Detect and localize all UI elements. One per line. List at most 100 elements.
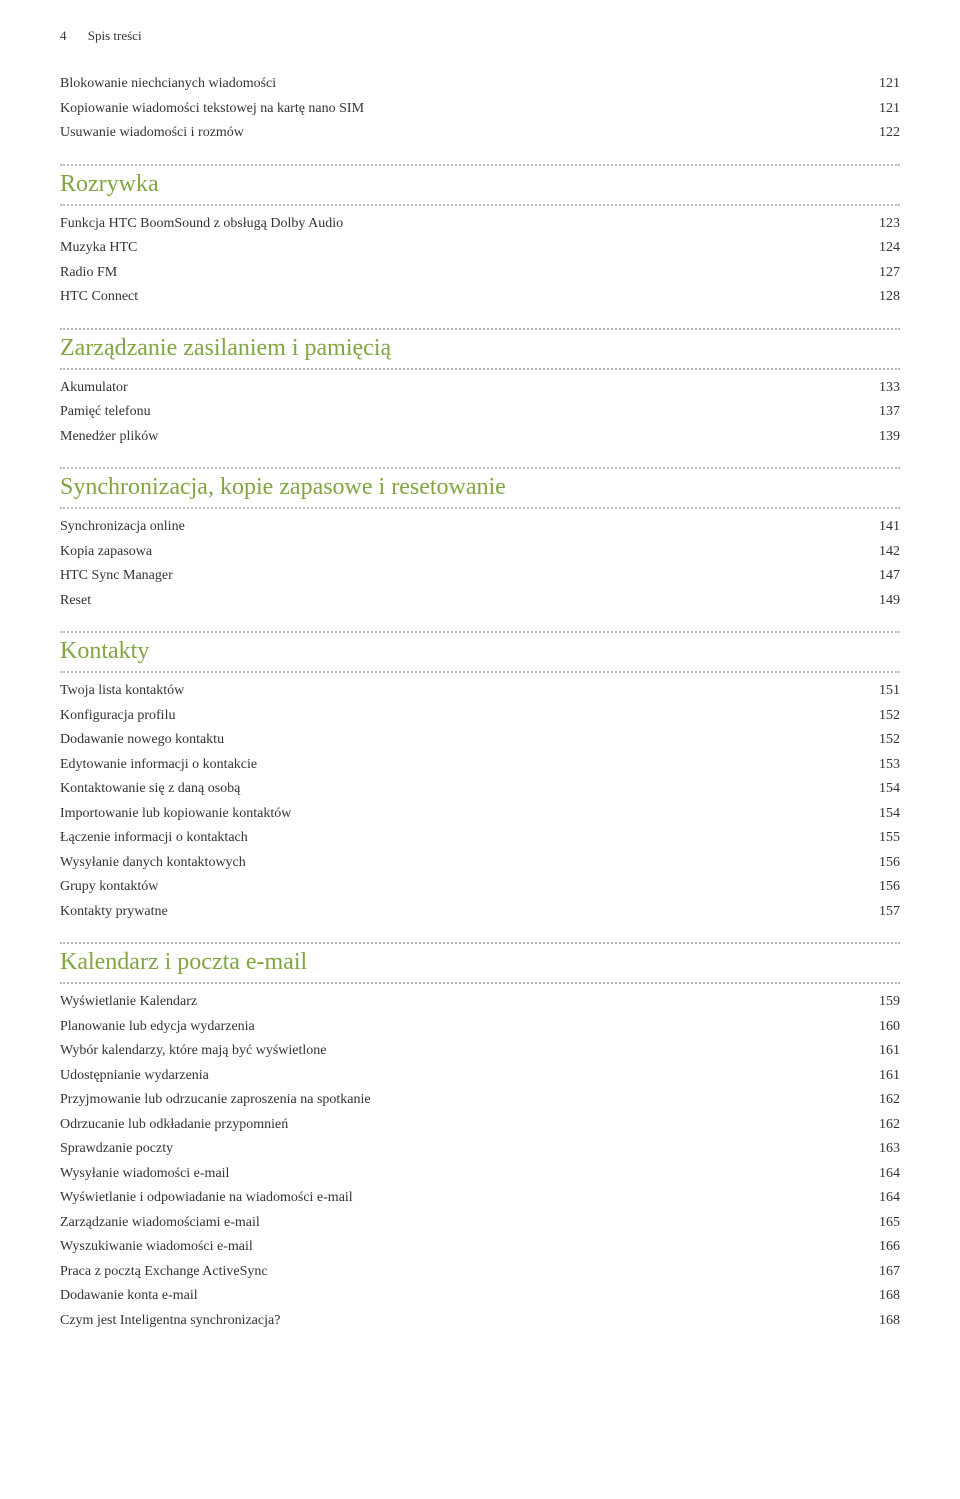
toc-section: Zarządzanie zasilaniem i pamięcią Akumula… (60, 328, 900, 450)
toc-entry-label: Funkcja HTC BoomSound z obsługą Dolby Au… (60, 212, 879, 237)
toc-entry[interactable]: Przyjmowanie lub odrzucanie zaproszenia … (60, 1088, 900, 1113)
toc-entry-label: Dodawanie konta e-mail (60, 1284, 879, 1309)
toc-entry-page: 159 (879, 990, 900, 1015)
toc-entry-page: 153 (879, 753, 900, 778)
toc-entry-label: Konfiguracja profilu (60, 704, 879, 729)
toc-entry-page: 127 (879, 261, 900, 286)
section-title[interactable]: Kalendarz i poczta e-mail (60, 949, 900, 976)
toc-entry[interactable]: Kontaktowanie się z daną osobą154 (60, 777, 900, 802)
toc-entry-page: 121 (879, 97, 900, 122)
toc-entry-page: 141 (879, 515, 900, 540)
toc-entry[interactable]: Kontakty prywatne157 (60, 900, 900, 925)
toc-entry-label: Kontaktowanie się z daną osobą (60, 777, 879, 802)
toc-entry[interactable]: Synchronizacja online141 (60, 515, 900, 540)
section-title[interactable]: Kontakty (60, 638, 900, 665)
toc-entry-page: 152 (879, 728, 900, 753)
toc-entry[interactable]: Dodawanie konta e-mail168 (60, 1284, 900, 1309)
toc-entry[interactable]: Sprawdzanie poczty163 (60, 1137, 900, 1162)
toc-entry[interactable]: Funkcja HTC BoomSound z obsługą Dolby Au… (60, 212, 900, 237)
toc-entry-page: 124 (879, 236, 900, 261)
toc-entry-label: HTC Connect (60, 285, 879, 310)
toc-entry-label: Odrzucanie lub odkładanie przypomnień (60, 1113, 879, 1138)
toc-entry-label: Muzyka HTC (60, 236, 879, 261)
section-title[interactable]: Rozrywka (60, 171, 900, 198)
toc-entry-label: Blokowanie niechcianych wiadomości (60, 72, 879, 97)
toc-entry-page: 165 (879, 1211, 900, 1236)
toc-entry-label: Wyświetlanie Kalendarz (60, 990, 879, 1015)
toc-entry[interactable]: Konfiguracja profilu152 (60, 704, 900, 729)
toc-entry[interactable]: HTC Connect128 (60, 285, 900, 310)
page-number: 4 (60, 28, 67, 43)
toc-entry-page: 166 (879, 1235, 900, 1260)
toc-entry-page: 162 (879, 1088, 900, 1113)
toc-entry-page: 139 (879, 425, 900, 450)
toc-entry[interactable]: Wyszukiwanie wiadomości e-mail166 (60, 1235, 900, 1260)
toc-entry[interactable]: Łączenie informacji o kontaktach155 (60, 826, 900, 851)
toc-entry[interactable]: HTC Sync Manager147 (60, 564, 900, 589)
toc-entry-label: Synchronizacja online (60, 515, 879, 540)
toc-entry[interactable]: Wybór kalendarzy, które mają być wyświet… (60, 1039, 900, 1064)
toc-entry-label: Udostępnianie wydarzenia (60, 1064, 879, 1089)
toc-entry-label: Przyjmowanie lub odrzucanie zaproszenia … (60, 1088, 879, 1113)
toc-entry[interactable]: Wysyłanie wiadomości e-mail164 (60, 1162, 900, 1187)
toc-entry-page: 157 (879, 900, 900, 925)
toc-entry-label: Czym jest Inteligentna synchronizacja? (60, 1309, 879, 1334)
toc-entry[interactable]: Zarządzanie wiadomościami e-mail165 (60, 1211, 900, 1236)
toc-entry-page: 168 (879, 1309, 900, 1334)
toc-section: Synchronizacja, kopie zapasowe i resetow… (60, 467, 900, 613)
toc-entry[interactable]: Muzyka HTC124 (60, 236, 900, 261)
toc-entry[interactable]: Kopia zapasowa142 (60, 540, 900, 565)
toc-entry-page: 156 (879, 851, 900, 876)
toc-entry-label: Kontakty prywatne (60, 900, 879, 925)
toc-entry-label: Sprawdzanie poczty (60, 1137, 879, 1162)
toc-entry[interactable]: Praca z pocztą Exchange ActiveSync167 (60, 1260, 900, 1285)
header-title: Spis treści (88, 28, 142, 43)
toc-entry[interactable]: Blokowanie niechcianych wiadomości121 (60, 72, 900, 97)
toc-entry[interactable]: Udostępnianie wydarzenia161 (60, 1064, 900, 1089)
toc-entry-label: Praca z pocztą Exchange ActiveSync (60, 1260, 879, 1285)
toc-entry-page: 161 (879, 1039, 900, 1064)
toc-entry[interactable]: Twoja lista kontaktów151 (60, 679, 900, 704)
page-header: 4 Spis treści (60, 28, 900, 44)
section-title[interactable]: Synchronizacja, kopie zapasowe i resetow… (60, 474, 900, 501)
toc-entry-label: Wyświetlanie i odpowiadanie na wiadomośc… (60, 1186, 879, 1211)
toc-entry-page: 155 (879, 826, 900, 851)
toc-entry-label: Kopia zapasowa (60, 540, 879, 565)
toc-section: Kalendarz i poczta e-mail Wyświetlanie Ka… (60, 942, 900, 1333)
toc-entry[interactable]: Planowanie lub edycja wydarzenia160 (60, 1015, 900, 1040)
toc-entry-page: 149 (879, 589, 900, 614)
toc-entry-label: Pamięć telefonu (60, 400, 879, 425)
toc-entry[interactable]: Odrzucanie lub odkładanie przypomnień162 (60, 1113, 900, 1138)
toc-entry[interactable]: Pamięć telefonu137 (60, 400, 900, 425)
toc-entry-page: 123 (879, 212, 900, 237)
toc-entry[interactable]: Importowanie lub kopiowanie kontaktów154 (60, 802, 900, 827)
toc-entry[interactable]: Dodawanie nowego kontaktu152 (60, 728, 900, 753)
toc-entry[interactable]: Reset149 (60, 589, 900, 614)
toc-entry[interactable]: Wysyłanie danych kontaktowych156 (60, 851, 900, 876)
toc-entry-page: 154 (879, 777, 900, 802)
toc-entry[interactable]: Wyświetlanie Kalendarz159 (60, 990, 900, 1015)
toc-entry[interactable]: Grupy kontaktów156 (60, 875, 900, 900)
toc-entry[interactable]: Menedżer plików139 (60, 425, 900, 450)
toc-entry[interactable]: Czym jest Inteligentna synchronizacja?16… (60, 1309, 900, 1334)
toc-entry-page: 161 (879, 1064, 900, 1089)
toc-entry-label: Wybór kalendarzy, które mają być wyświet… (60, 1039, 879, 1064)
toc-entry-page: 142 (879, 540, 900, 565)
toc-entry[interactable]: Radio FM127 (60, 261, 900, 286)
toc-entry-label: HTC Sync Manager (60, 564, 879, 589)
toc-entry-label: Importowanie lub kopiowanie kontaktów (60, 802, 879, 827)
toc-entry-page: 122 (879, 121, 900, 146)
toc-entry-label: Radio FM (60, 261, 879, 286)
toc-entry[interactable]: Edytowanie informacji o kontakcie153 (60, 753, 900, 778)
section-title[interactable]: Zarządzanie zasilaniem i pamięcią (60, 335, 900, 362)
toc-entry-label: Grupy kontaktów (60, 875, 879, 900)
toc-entry-page: 160 (879, 1015, 900, 1040)
toc-entry-label: Wysyłanie danych kontaktowych (60, 851, 879, 876)
toc-entry-page: 147 (879, 564, 900, 589)
toc-entry[interactable]: Usuwanie wiadomości i rozmów122 (60, 121, 900, 146)
toc-entry[interactable]: Akumulator133 (60, 376, 900, 401)
toc-entry[interactable]: Wyświetlanie i odpowiadanie na wiadomośc… (60, 1186, 900, 1211)
toc-entry-label: Kopiowanie wiadomości tekstowej na kartę… (60, 97, 879, 122)
toc-entry[interactable]: Kopiowanie wiadomości tekstowej na kartę… (60, 97, 900, 122)
toc-entry-label: Usuwanie wiadomości i rozmów (60, 121, 879, 146)
